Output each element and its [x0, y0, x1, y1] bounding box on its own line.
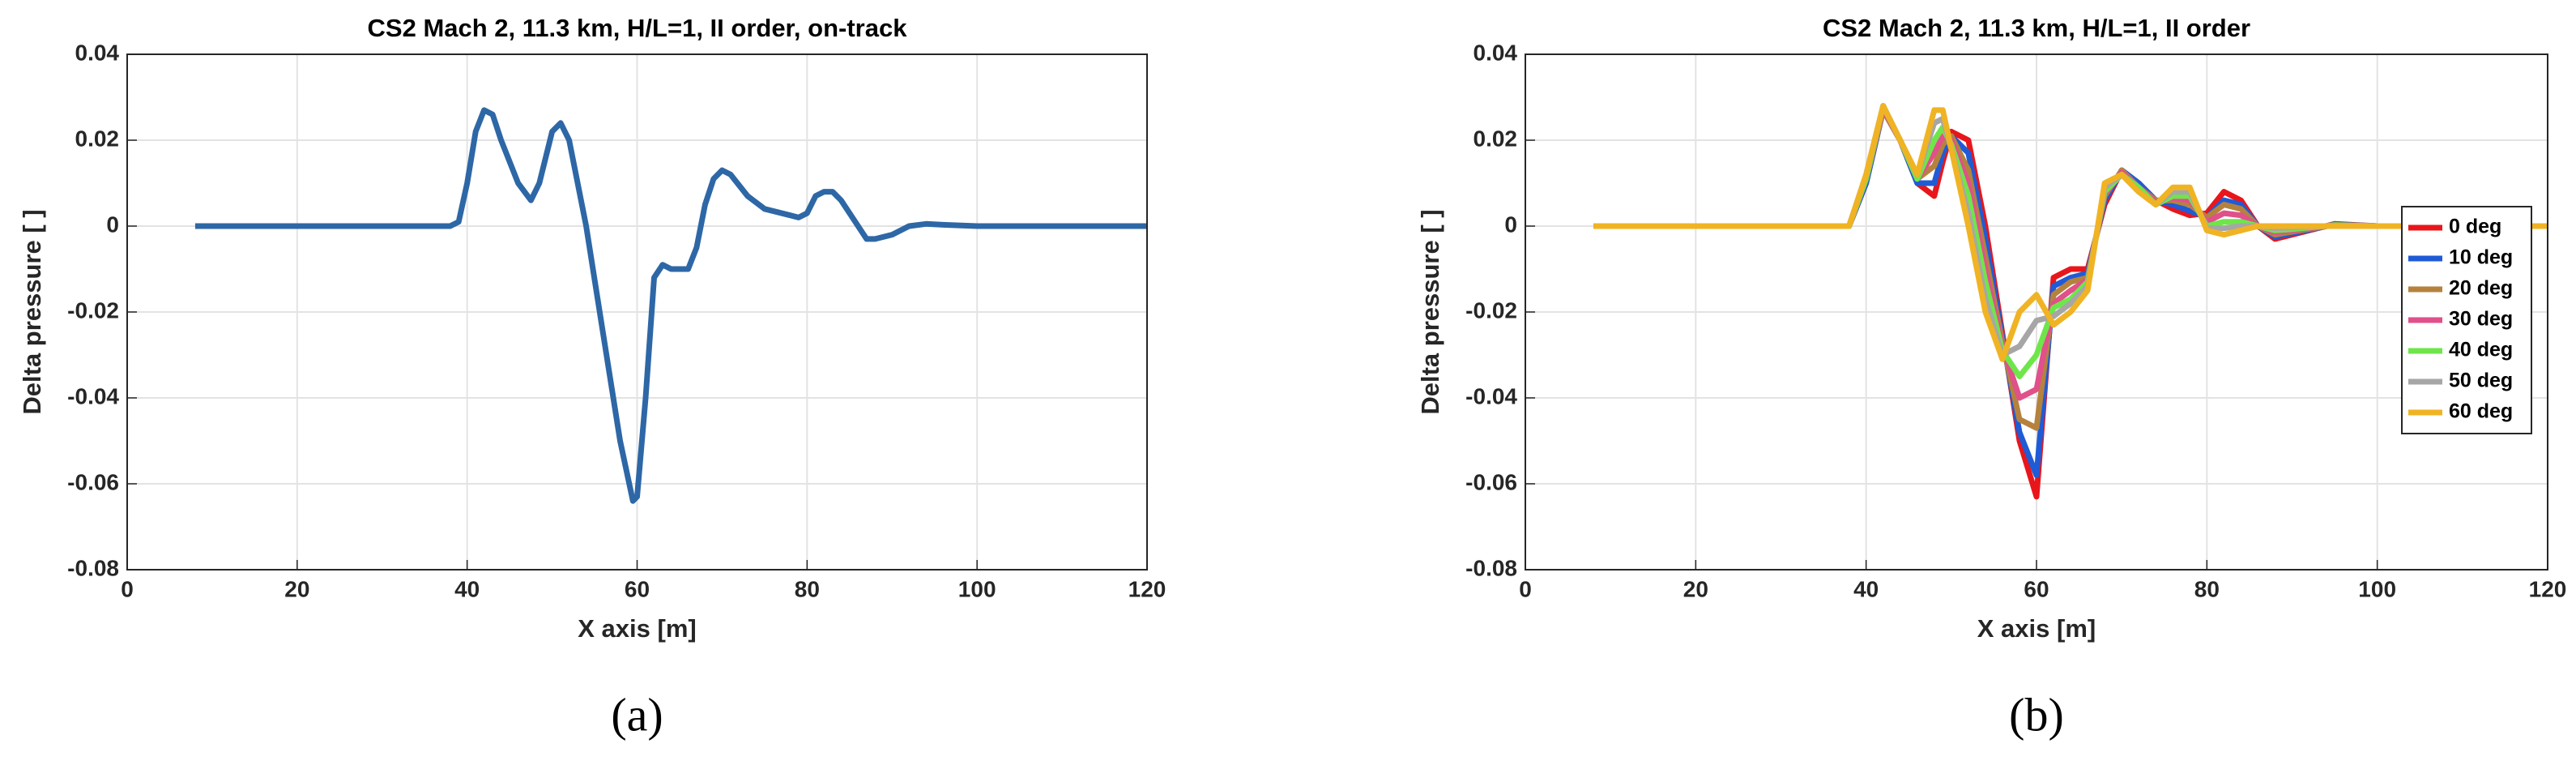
x-tick-label: 120 [2529, 576, 2567, 601]
y-tick-label: -0.02 [1465, 297, 1517, 323]
y-axis-label: Delta pressure [ ] [18, 209, 46, 414]
y-tick-label: 0 [1504, 212, 1517, 237]
y-tick-label: 0.02 [1474, 126, 1518, 151]
y-tick-label: 0.04 [75, 40, 120, 65]
legend-label: 50 deg [2449, 370, 2513, 392]
y-tick-label: -0.06 [1465, 469, 1517, 494]
x-tick-label: 80 [795, 576, 820, 601]
data-line [1593, 103, 2548, 362]
x-tick-label: 40 [1853, 576, 1879, 601]
x-tick-label: 120 [1128, 576, 1166, 601]
x-tick-label: 0 [121, 576, 134, 601]
legend-label: 40 deg [2449, 339, 2513, 361]
x-tick-label: 60 [625, 576, 650, 601]
y-tick-label: -0.04 [1465, 383, 1517, 408]
x-axis-label: X axis [m] [578, 614, 696, 643]
legend-label: 20 deg [2449, 277, 2513, 300]
panel-caption: (a) [611, 688, 663, 741]
x-tick-label: 100 [958, 576, 996, 601]
x-tick-label: 0 [1519, 576, 1532, 601]
y-tick-label: -0.04 [67, 383, 119, 408]
y-tick-label: -0.08 [1465, 555, 1517, 580]
x-tick-label: 80 [2194, 576, 2220, 601]
y-tick-label: 0.02 [75, 126, 120, 151]
y-tick-label: -0.02 [67, 297, 119, 323]
y-tick-label: -0.08 [67, 555, 119, 580]
x-tick-label: 60 [2024, 576, 2049, 601]
chart-title: CS2 Mach 2, 11.3 km, H/L=1, II order, on… [368, 14, 908, 42]
x-tick-label: 20 [1683, 576, 1708, 601]
x-axis-label: X axis [m] [1977, 614, 2096, 643]
y-tick-label: -0.06 [67, 469, 119, 494]
data-line [194, 107, 1147, 504]
x-tick-label: 40 [454, 576, 480, 601]
plot-border [126, 53, 1148, 571]
legend-label: 0 deg [2449, 216, 2501, 238]
plot-border [1525, 53, 2548, 571]
chart-title: CS2 Mach 2, 11.3 km, H/L=1, II order [1823, 14, 2250, 42]
x-tick-label: 100 [2358, 576, 2396, 601]
x-tick-label: 20 [284, 576, 309, 601]
legend-label: 30 deg [2449, 308, 2513, 331]
y-tick-label: 0.04 [1474, 40, 1518, 65]
y-tick-label: 0 [106, 212, 119, 237]
panel-caption: (b) [2009, 688, 2064, 741]
y-axis-label: Delta pressure [ ] [1416, 209, 1444, 414]
legend-label: 60 deg [2449, 400, 2513, 423]
legend-label: 10 deg [2449, 246, 2513, 269]
